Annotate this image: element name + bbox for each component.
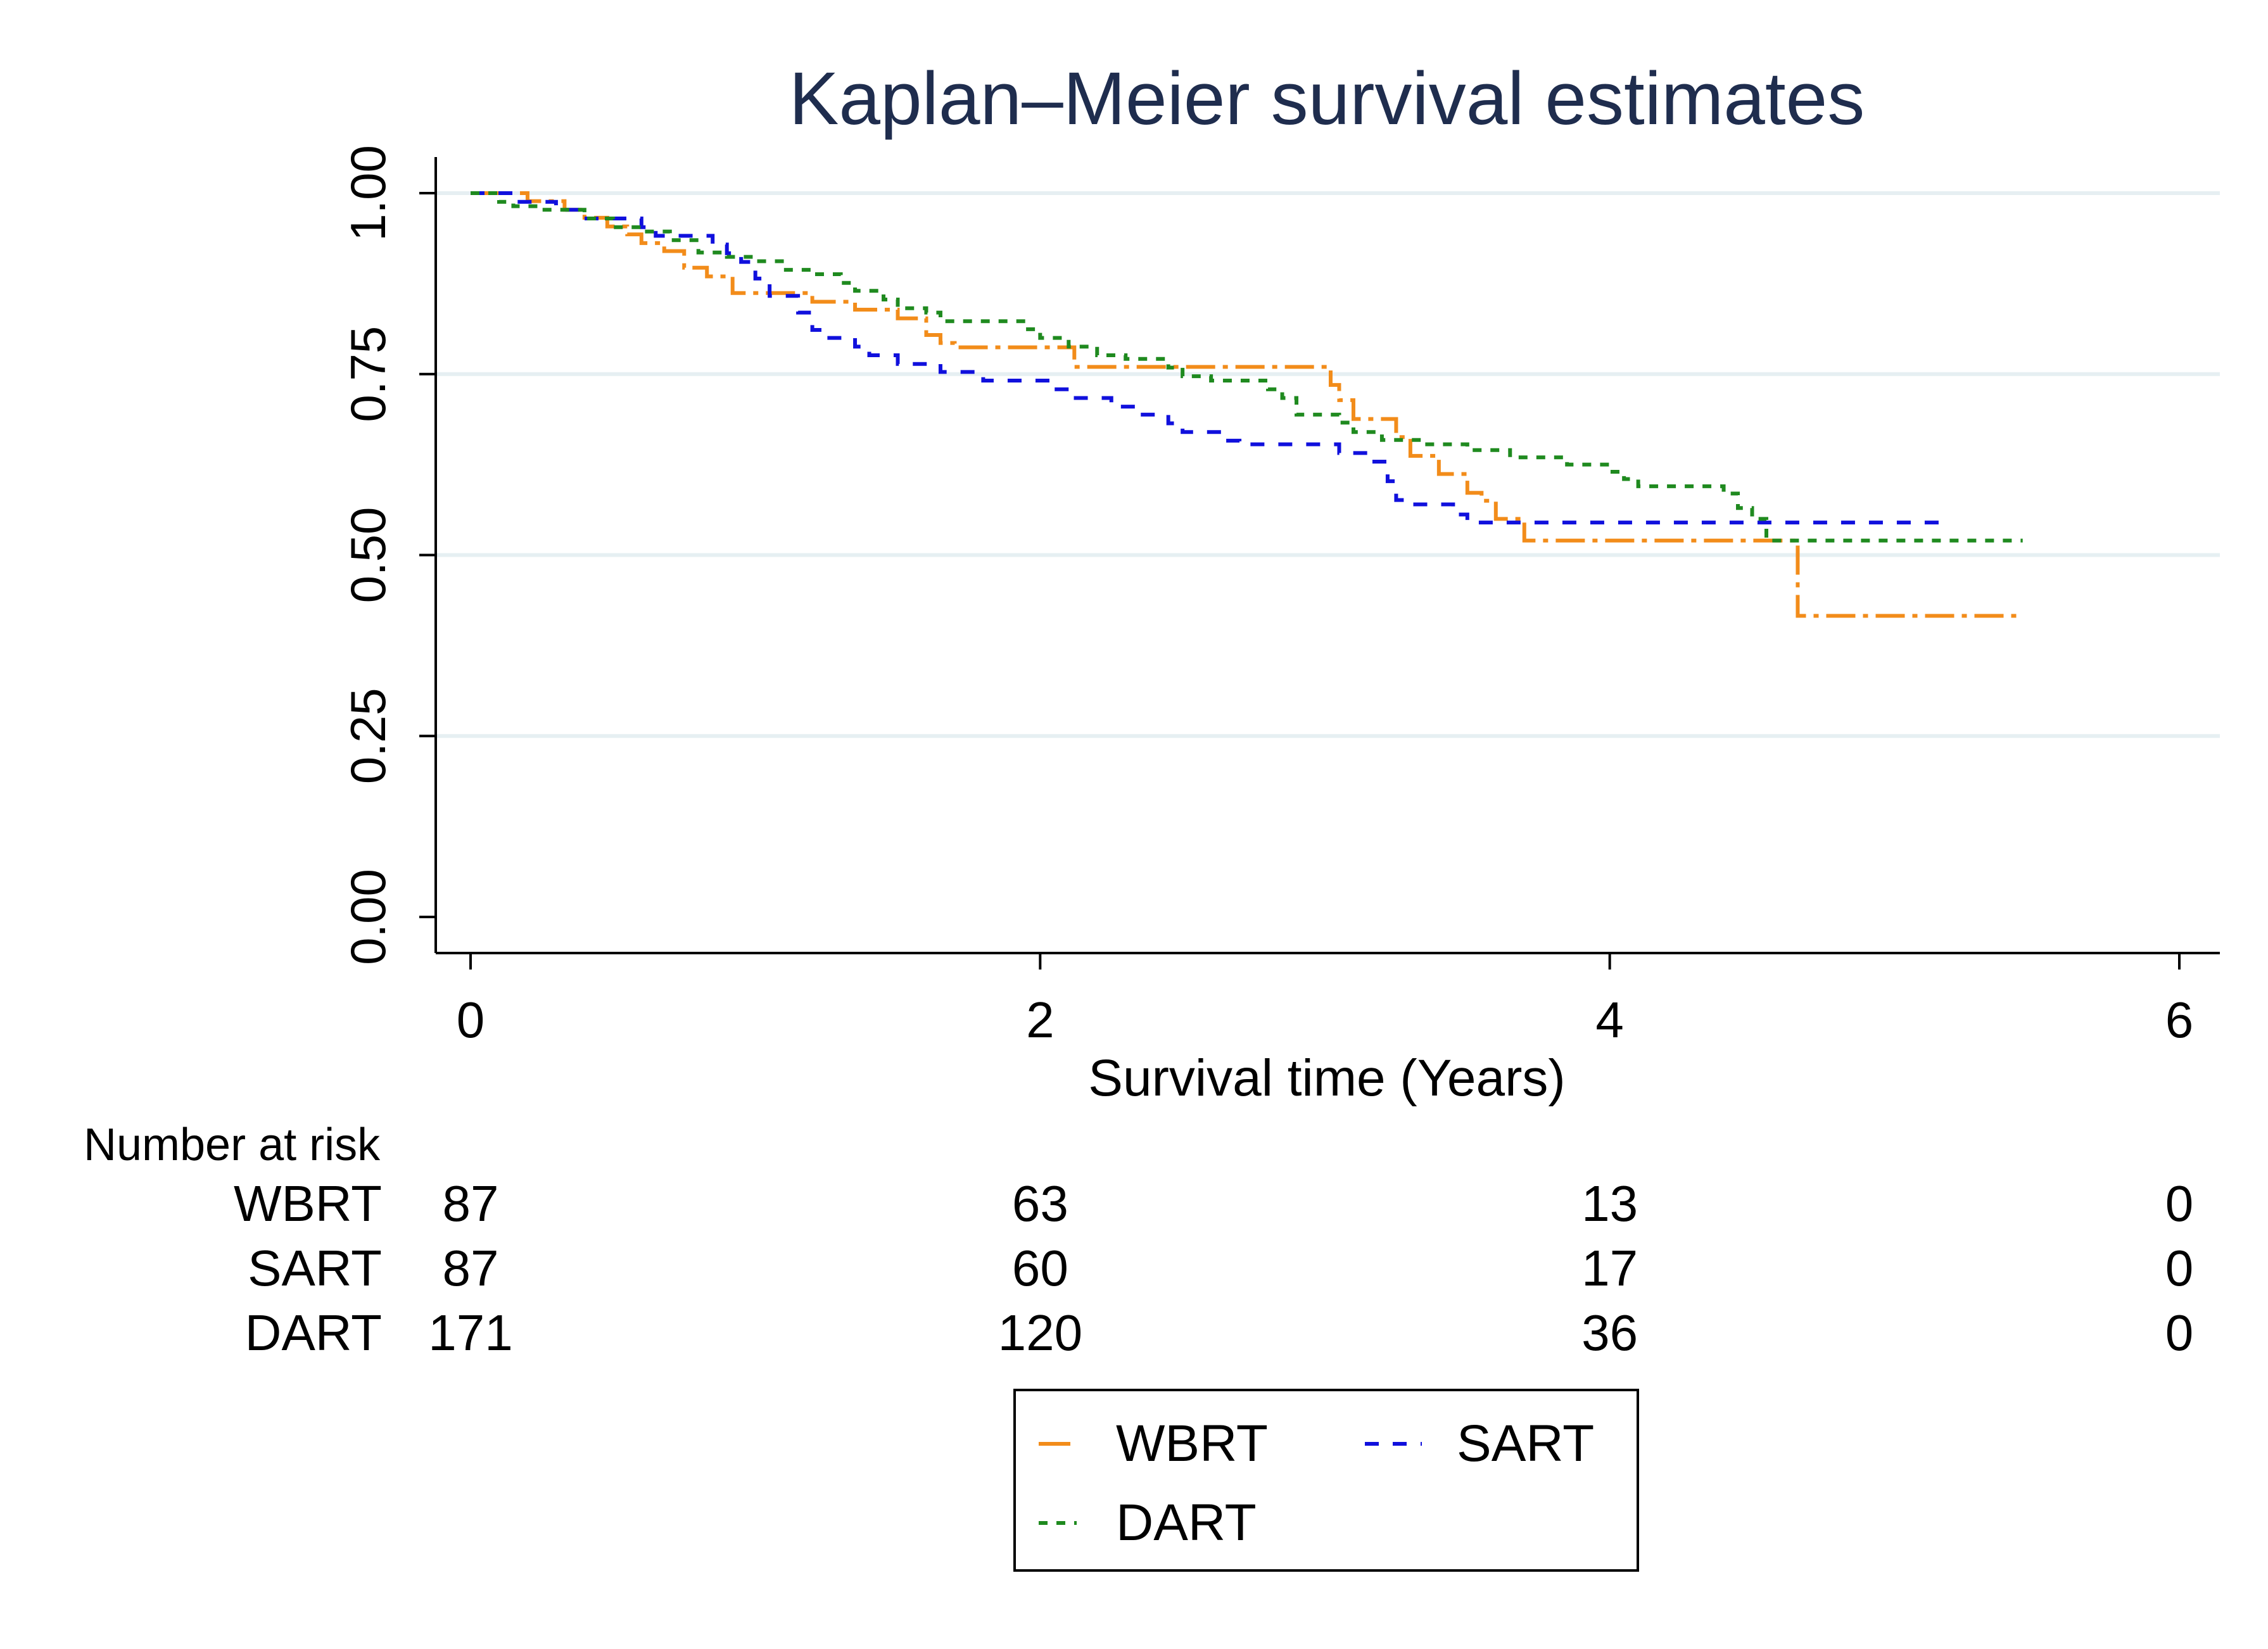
legend: WBRT SART DART [1013,1389,1639,1572]
chart-title: Kaplan–Meier survival estimates [789,57,1865,141]
series-line-sart [471,191,1952,525]
y-ticks: 0.00 0.25 0.50 0.75 1.00 [340,145,436,965]
risk-count: 60 [1012,1240,1068,1296]
risk-count: 17 [1581,1240,1638,1296]
legend-box [1013,1389,1639,1572]
x-tick-label: 0 [457,992,485,1048]
x-ticks: 0 2 4 6 [457,953,2194,1048]
y-tick-label: 0.75 [340,326,396,422]
risk-count: 36 [1581,1305,1638,1361]
risk-count: 87 [443,1240,499,1296]
series-line-wbrt [471,191,2023,618]
y-tick-label: 0.25 [340,688,396,784]
risk-count: 87 [443,1175,499,1232]
x-tick-label: 6 [2165,992,2194,1048]
risk-table: WBRT 87 63 13 0 SART 87 60 17 0 DART 171 120 36 0 [234,1175,2193,1361]
risk-row-label: DART [245,1305,382,1361]
risk-count: 0 [2165,1240,2194,1296]
risk-count: 0 [2165,1175,2194,1232]
grid-lines [437,191,2220,738]
risk-row-label: WBRT [234,1175,382,1232]
risk-count: 63 [1012,1175,1068,1232]
x-tick-label: 2 [1026,992,1055,1048]
risk-count: 0 [2165,1305,2194,1361]
x-tick-label: 4 [1595,992,1624,1048]
x-axis-label: Survival time (Years) [1088,1049,1565,1107]
risk-table-title: Number at risk [84,1120,381,1170]
legend-label-dart: DART [1116,1494,1257,1551]
legend-label-sart: SART [1457,1415,1594,1472]
y-tick-label: 0.50 [340,507,396,603]
risk-count: 13 [1581,1175,1638,1232]
y-tick-label: 1.00 [340,145,396,241]
risk-row-label: SART [248,1240,382,1296]
risk-count: 120 [998,1305,1082,1361]
legend-label-wbrt: WBRT [1116,1415,1268,1472]
series-lines [471,191,2023,618]
risk-count: 171 [428,1305,512,1361]
series-line-dart [471,191,2023,543]
y-tick-label: 0.00 [340,869,396,965]
